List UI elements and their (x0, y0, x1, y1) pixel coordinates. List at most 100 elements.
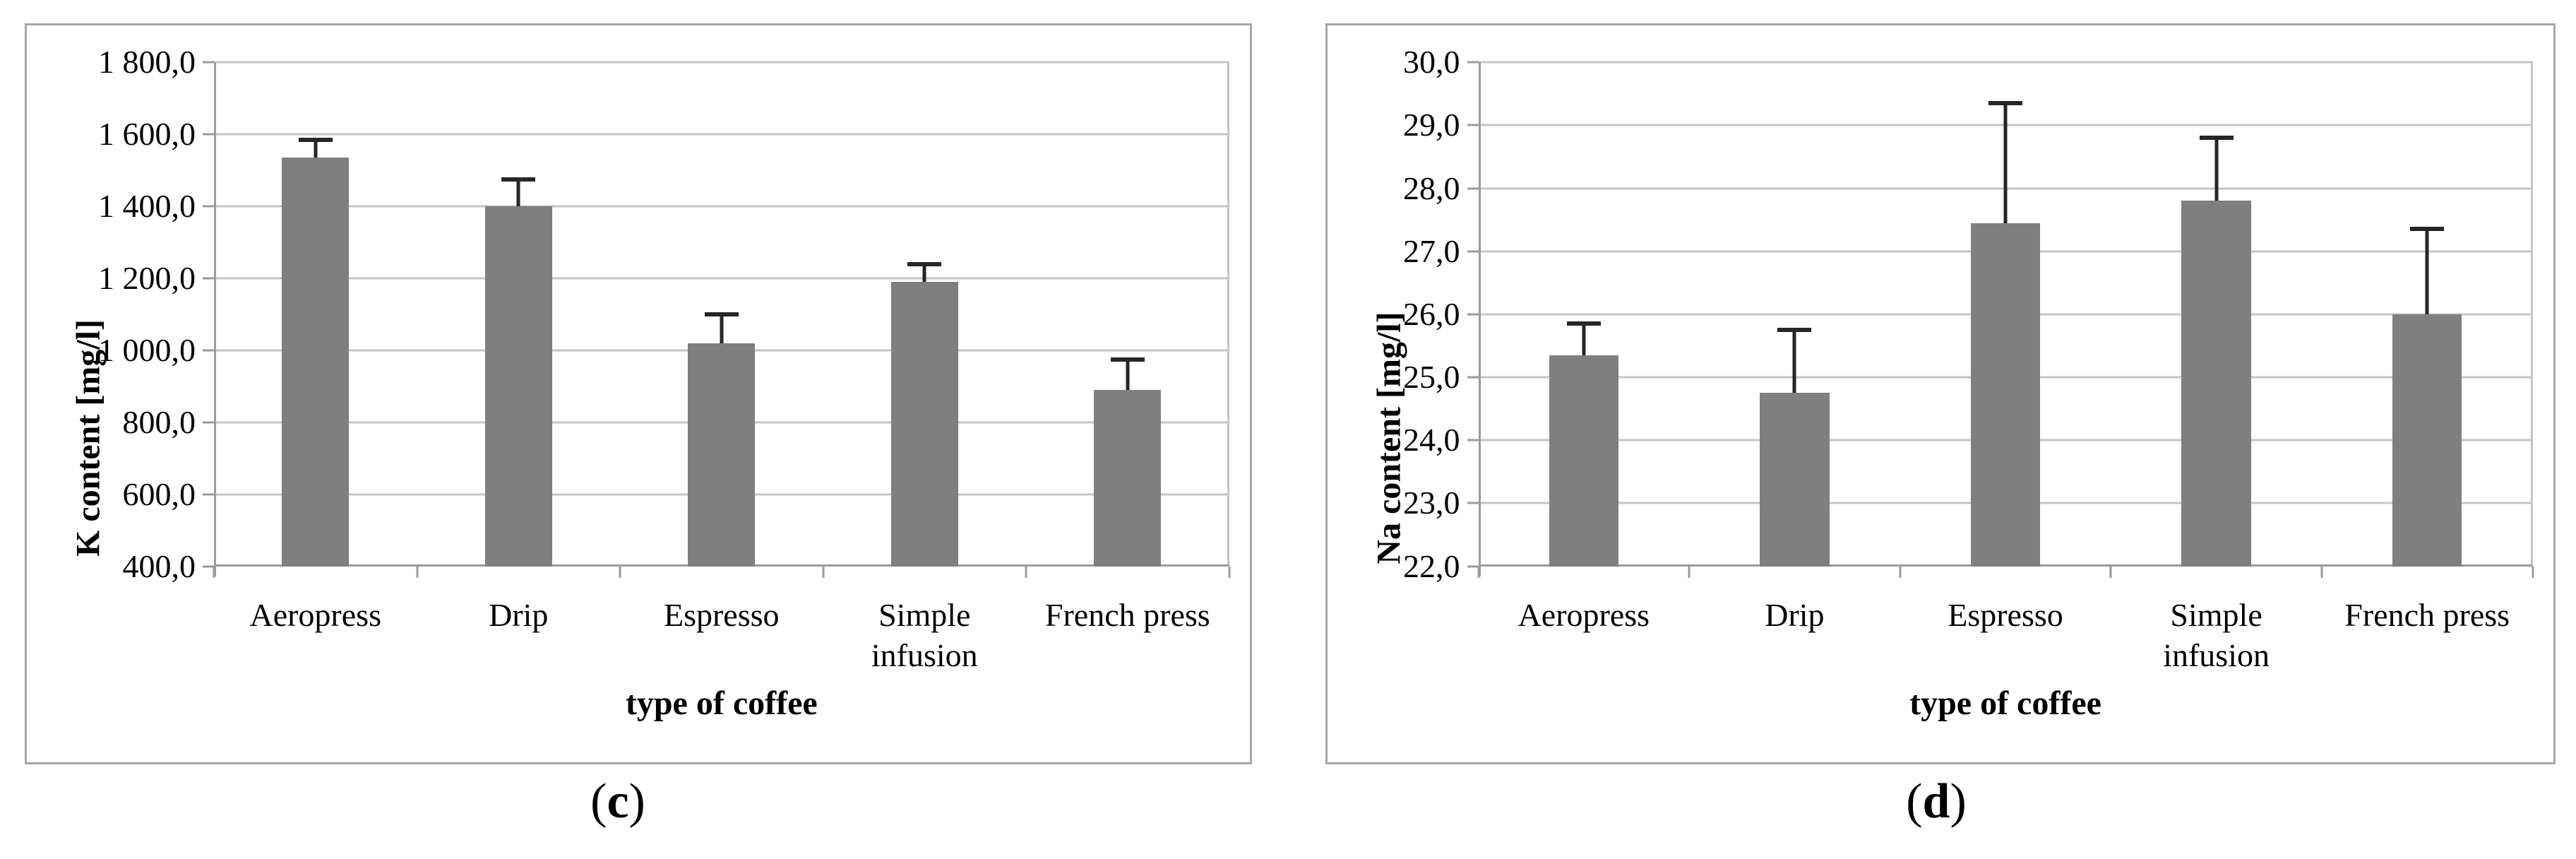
y-tick-label: 1 600,0 (97, 116, 196, 153)
y-axis-line (213, 62, 216, 576)
caption-letter: c (607, 774, 629, 829)
y-tick (1467, 250, 1479, 253)
gridline (213, 133, 1229, 136)
caption-close-paren: ) (1950, 774, 1967, 829)
error-bar-simple-infusion (2214, 138, 2219, 201)
y-tick-label: 22,0 (1403, 547, 1460, 584)
plot-area: 400,0 600,0 800,0 1 000,0 1 200,0 1 400,0 1 60… (98, 46, 1231, 722)
y-tick-label: 1 400,0 (97, 187, 196, 224)
y-tick (1467, 61, 1479, 64)
bar-french-press (1094, 389, 1162, 567)
y-tick (1467, 502, 1479, 504)
x-axis-title: type of coffee (625, 684, 818, 722)
y-tick-label: 30,0 (1403, 44, 1460, 81)
x-tick (2109, 566, 2112, 578)
x-axis-title: type of coffee (1909, 684, 2101, 722)
x-category-label-espresso: Espresso (663, 596, 780, 633)
x-category-label-simple-infusion: Simple infusion (2163, 596, 2270, 674)
x-tick (822, 566, 825, 578)
y-tick-label: 25,0 (1403, 359, 1460, 396)
plot-area: 22,0 23,0 24,0 25,0 26,0 27,0 28,0 29,0 30,0 Aero… (1403, 46, 2534, 722)
x-tick (416, 566, 418, 578)
error-bar-aeropress (1582, 324, 1586, 355)
error-bar-aeropress (314, 139, 318, 158)
error-bar-cap-french-press (2410, 227, 2445, 232)
gridline (213, 61, 1229, 64)
y-tick-label: 600,0 (122, 475, 196, 512)
bar-drip (1760, 393, 1830, 567)
y-axis-line (1478, 62, 1481, 576)
error-bar-cap-simple-infusion (907, 261, 942, 266)
x-category-label-aeropress: Aeropress (249, 596, 381, 633)
y-tick (202, 133, 214, 136)
y-tick (1467, 187, 1479, 189)
y-tick (1467, 313, 1479, 316)
chart-panel-c: K content [mg/l] 400,0 600,0 800,0 1 000,0 1 … (25, 23, 1252, 764)
y-tick (202, 349, 214, 352)
y-tick-label: 29,0 (1403, 107, 1460, 143)
y-tick (202, 61, 214, 64)
chart-panel-d: Na content [mg/l] 22,0 23,0 24,0 25,0 26,0 27,… (1325, 23, 2556, 764)
x-tick (1899, 566, 1902, 578)
x-category-label-espresso: Espresso (1948, 596, 2063, 633)
bar-aeropress (1549, 355, 1619, 567)
y-tick (202, 277, 214, 280)
bar-simple-infusion (2181, 201, 2251, 567)
error-bar-cap-aeropress (1566, 321, 1601, 326)
x-tick (2320, 566, 2323, 578)
error-bar-drip (516, 179, 520, 206)
error-bar-cap-aeropress (298, 137, 333, 142)
error-bar-espresso (720, 314, 724, 343)
x-tick (1228, 566, 1231, 578)
caption-close-paren: ) (628, 774, 645, 829)
y-tick (202, 565, 214, 568)
caption-d: (d) (1906, 777, 1967, 827)
y-tick-label: 24,0 (1403, 422, 1460, 458)
y-tick (1467, 439, 1479, 442)
x-category-label-drip: Drip (489, 596, 549, 633)
y-tick (1467, 124, 1479, 126)
y-tick (202, 421, 214, 424)
y-tick (202, 205, 214, 208)
x-category-label-drip: Drip (1765, 596, 1825, 633)
error-bar-espresso (2003, 103, 2008, 223)
y-tick-label: 400,0 (122, 547, 196, 584)
y-tick-label: 23,0 (1403, 485, 1460, 521)
error-bar-french-press (2425, 229, 2429, 314)
bar-french-press (2392, 314, 2462, 567)
plot-frame-right (2530, 62, 2533, 567)
bar-drip (484, 206, 552, 567)
y-tick-label: 1 200,0 (97, 259, 196, 296)
y-tick-label: 28,0 (1403, 170, 1460, 206)
caption-open-paren: ( (590, 774, 607, 829)
error-bar-cap-espresso (704, 312, 739, 316)
x-tick (1688, 566, 1690, 578)
x-tick (619, 566, 621, 578)
bar-aeropress (282, 158, 350, 567)
bar-espresso (1970, 223, 2041, 567)
caption-open-paren: ( (1906, 774, 1923, 829)
y-tick (202, 493, 214, 496)
gridline (213, 277, 1229, 280)
y-tick-label: 800,0 (122, 403, 196, 440)
error-bar-cap-drip (501, 177, 536, 182)
y-tick-label: 1 000,0 (97, 331, 196, 368)
x-tick (2532, 566, 2534, 578)
plot-frame-right (1227, 62, 1229, 567)
x-tick (1477, 566, 1480, 578)
x-category-label-french-press: French press (1044, 596, 1210, 633)
y-tick-label: 27,0 (1403, 232, 1460, 269)
x-category-label-aeropress: Aeropress (1517, 596, 1650, 633)
gridline (213, 205, 1229, 208)
gridline (1478, 61, 2533, 64)
y-tick (1467, 376, 1479, 379)
error-bar-cap-drip (1777, 328, 1812, 333)
y-tick-label: 26,0 (1403, 295, 1460, 332)
error-bar-drip (1792, 330, 1796, 393)
error-bar-cap-simple-infusion (2199, 136, 2234, 141)
x-category-label-simple-infusion: Simple infusion (871, 596, 978, 674)
x-category-label-french-press: French press (2344, 596, 2510, 633)
error-bar-cap-espresso (1988, 101, 2022, 106)
y-tick (1467, 565, 1479, 568)
error-bar-cap-french-press (1110, 357, 1145, 362)
